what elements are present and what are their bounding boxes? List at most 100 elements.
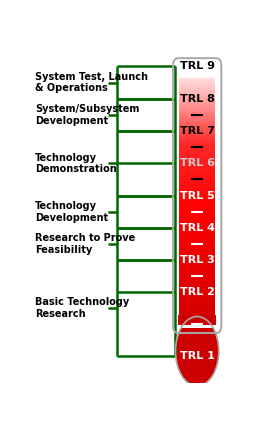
Bar	[178, 247, 216, 248]
Bar	[178, 172, 216, 173]
Bar	[178, 137, 216, 138]
Bar	[178, 84, 216, 85]
Bar	[176, 61, 218, 78]
Bar	[178, 97, 216, 98]
Bar	[178, 249, 216, 250]
Bar	[178, 95, 216, 96]
Bar	[178, 175, 216, 176]
Bar	[178, 256, 216, 257]
Bar	[178, 141, 216, 142]
Bar	[178, 202, 216, 203]
Bar	[178, 203, 216, 204]
Bar	[178, 207, 216, 208]
Bar	[178, 70, 216, 71]
Bar	[178, 139, 216, 140]
Bar	[178, 88, 216, 89]
Bar	[178, 204, 216, 205]
Text: TRL 5: TRL 5	[180, 190, 214, 201]
Bar	[178, 81, 216, 82]
Bar	[178, 143, 216, 144]
Bar	[178, 186, 216, 187]
Bar	[178, 108, 216, 109]
Bar	[178, 244, 216, 245]
Bar	[178, 151, 216, 152]
Bar	[178, 104, 216, 105]
Bar	[178, 191, 216, 192]
Bar	[178, 130, 216, 131]
Bar	[178, 166, 216, 167]
Bar	[178, 299, 216, 300]
Text: TRL 3: TRL 3	[180, 255, 214, 265]
Bar	[178, 128, 216, 129]
Bar	[178, 125, 216, 126]
Bar	[178, 276, 216, 277]
Bar	[178, 138, 216, 139]
Bar	[178, 147, 216, 148]
Bar	[178, 312, 216, 313]
Text: TRL 4: TRL 4	[180, 223, 215, 233]
Bar	[178, 295, 216, 296]
Bar	[178, 261, 216, 262]
Bar	[178, 164, 216, 165]
Bar	[178, 165, 216, 166]
Bar	[178, 192, 216, 193]
Bar	[178, 243, 216, 244]
Bar	[178, 309, 216, 310]
Bar	[178, 252, 216, 253]
Text: TRL 9: TRL 9	[180, 61, 215, 71]
Bar	[178, 209, 216, 210]
Bar	[178, 73, 216, 74]
Bar	[178, 234, 216, 235]
Bar	[178, 278, 216, 279]
Bar	[215, 67, 220, 325]
Bar	[178, 117, 216, 118]
Bar	[178, 93, 216, 94]
Bar	[178, 196, 216, 197]
Text: TRL 6: TRL 6	[180, 158, 215, 169]
Bar	[178, 199, 216, 200]
Bar	[178, 102, 216, 103]
Bar	[178, 257, 216, 258]
Bar	[178, 106, 216, 107]
Bar	[178, 293, 216, 294]
Bar	[178, 72, 216, 73]
Bar	[178, 318, 216, 319]
Bar	[178, 132, 216, 133]
Bar	[178, 90, 216, 91]
Bar	[178, 215, 216, 216]
Bar	[178, 273, 216, 274]
Bar	[178, 156, 216, 157]
Bar	[178, 255, 216, 256]
Bar	[178, 320, 216, 321]
Bar	[178, 142, 216, 143]
Bar	[178, 200, 216, 201]
Bar	[178, 284, 216, 285]
Bar	[178, 221, 216, 222]
Bar	[178, 67, 216, 68]
Bar	[178, 236, 216, 237]
Bar	[178, 211, 216, 212]
Bar	[178, 262, 216, 263]
Bar	[178, 316, 216, 317]
Bar	[178, 308, 216, 309]
Bar	[178, 96, 216, 97]
Bar	[178, 120, 216, 121]
Bar	[178, 290, 216, 291]
Bar	[178, 245, 216, 246]
Bar	[178, 313, 216, 314]
Bar	[178, 123, 216, 124]
Bar	[178, 315, 216, 316]
Bar	[178, 71, 216, 72]
Bar	[178, 188, 216, 189]
Bar	[178, 110, 216, 111]
Bar	[178, 231, 216, 232]
Bar	[178, 89, 216, 90]
Bar	[178, 286, 216, 287]
Bar	[178, 311, 216, 312]
Bar	[178, 291, 216, 292]
Bar	[178, 105, 216, 106]
Bar	[178, 149, 216, 150]
Bar	[178, 285, 216, 286]
Bar	[178, 248, 216, 249]
Bar	[178, 170, 216, 171]
